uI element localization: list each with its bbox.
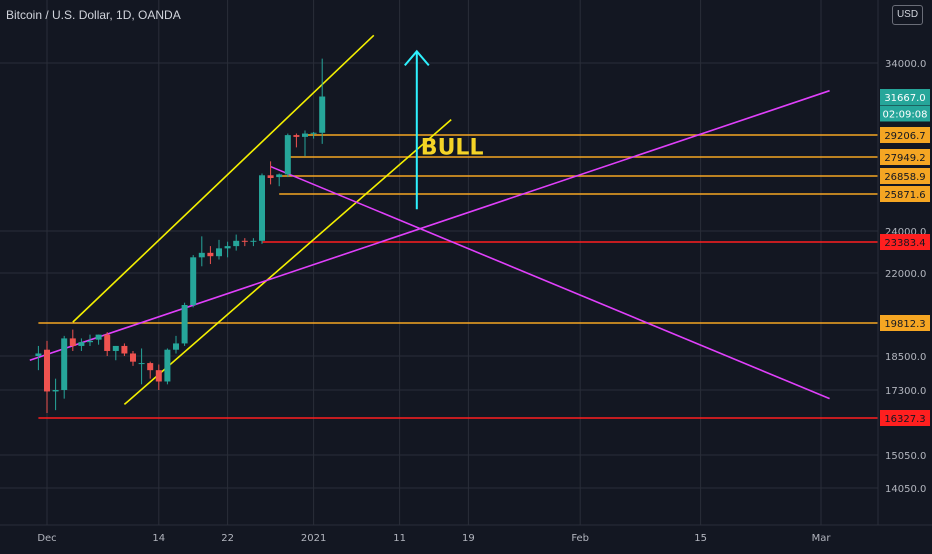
candle-body [267, 175, 274, 178]
candle-body [95, 334, 102, 340]
candle-body [241, 240, 248, 242]
candle-body [138, 363, 145, 365]
candle-body [207, 252, 214, 257]
price-badge [880, 149, 930, 165]
price-badge [880, 127, 930, 143]
y-tick-label: 14050.0 [885, 484, 926, 495]
x-tick-label: 14 [152, 533, 165, 544]
candle-body [198, 252, 205, 258]
candle-body [173, 343, 179, 350]
price-badge [880, 105, 930, 122]
x-tick-label: Mar [812, 533, 832, 544]
candle-body [319, 96, 326, 133]
price-badge-label: 27949.2 [884, 153, 925, 164]
candle-body [250, 240, 257, 242]
y-tick-label: 24000.0 [885, 227, 926, 238]
candle-body [155, 370, 162, 382]
x-tick-label: 2021 [301, 533, 326, 544]
candle-body [121, 345, 128, 354]
price-badge [880, 89, 930, 105]
price-badge-label: 23383.4 [884, 238, 925, 249]
price-badge [880, 168, 930, 184]
trend-line-rising-support [29, 89, 830, 362]
candle-body [310, 132, 317, 134]
candle-body [216, 248, 222, 257]
chart-title: Bitcoin / U.S. Dollar, 1D, OANDA [6, 8, 181, 22]
candle-body [112, 345, 119, 351]
y-tick-label: 18500.0 [885, 352, 926, 363]
x-tick-label: 15 [694, 533, 707, 544]
candle-body [69, 338, 76, 346]
candle-body [52, 390, 59, 392]
candle-body [78, 342, 85, 346]
candle-body [224, 246, 231, 249]
candle-body [276, 174, 283, 178]
candle-body [293, 135, 300, 137]
candle-body [130, 353, 136, 362]
price-badge [880, 315, 930, 331]
trend-line-falling-resistance [270, 165, 830, 400]
candle-body [259, 175, 265, 241]
price-badge [880, 410, 930, 426]
price-badge-label: 16327.3 [884, 414, 925, 425]
x-tick-label: 19 [462, 533, 475, 544]
candle-body [164, 349, 171, 382]
x-tick-label: Dec [37, 533, 56, 544]
y-tick-label: 15050.0 [885, 451, 926, 462]
price-badge-label: 31667.0 [884, 93, 925, 104]
candle-body [44, 349, 50, 392]
price-badge [880, 234, 930, 250]
bull-annotation: BULL [421, 136, 484, 161]
x-tick-label: 22 [221, 533, 234, 544]
price-badge-label: 02:09:08 [883, 109, 928, 120]
price-badge [880, 186, 930, 202]
candle-body [190, 257, 197, 305]
currency-button[interactable]: USD [892, 5, 923, 25]
price-badge-label: 26858.9 [884, 172, 925, 183]
x-tick-label: Feb [571, 533, 589, 544]
y-tick-label: 34000.0 [885, 59, 926, 70]
trend-line-channel-lower [123, 119, 452, 405]
candle-body [104, 334, 111, 351]
trend-line-channel-upper [72, 34, 375, 323]
candle-body [35, 353, 42, 356]
price-badge-label: 29206.7 [884, 131, 925, 142]
y-tick-label: 17300.0 [885, 386, 926, 397]
candle-body [87, 340, 93, 343]
candle-body [302, 133, 308, 137]
candle-body [181, 304, 188, 344]
price-badge-label: 25871.6 [884, 190, 925, 201]
y-tick-label: 22000.0 [885, 269, 926, 280]
x-tick-label: 11 [393, 533, 406, 544]
candle-body [233, 240, 240, 247]
price-badge-label: 19812.3 [884, 319, 925, 330]
candle-body [147, 363, 154, 371]
bull-arrow-head [404, 49, 430, 66]
candle-body [61, 338, 68, 390]
candle-body [284, 135, 291, 175]
